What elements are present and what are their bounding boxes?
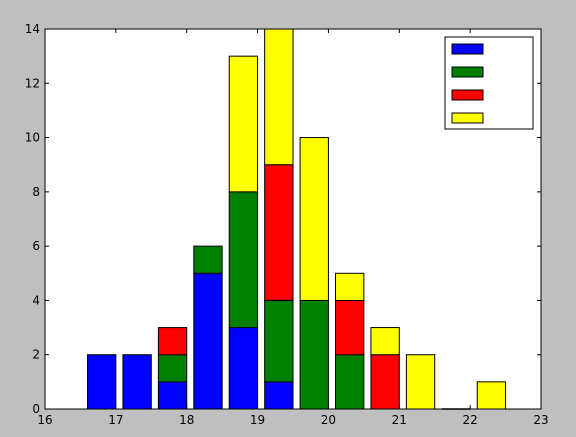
- bar-series-0-x-3: [193, 272, 223, 410]
- x-tick-label: 19: [250, 413, 265, 427]
- y-tick-label: 2: [32, 348, 40, 362]
- bar-series-1-x-5: [264, 299, 294, 383]
- bar-series-3-x-11: [476, 381, 507, 410]
- y-tick-label: 0: [32, 402, 40, 416]
- bar-series-3-x-6: [299, 137, 329, 301]
- x-tick-label: 20: [321, 413, 336, 427]
- bar-series-0-x-1: [122, 354, 152, 410]
- bar-series-0-x-4: [228, 327, 259, 410]
- bar-series-2-x-5: [264, 164, 294, 301]
- y-tick-label: 4: [32, 293, 40, 307]
- y-axis: 0 2 4 6 8 10 12 14: [25, 22, 541, 416]
- bar-series-2-x-7: [335, 299, 365, 356]
- legend-swatch-2: [451, 89, 484, 101]
- x-axis: 16 17 18 19 20 21 22 23: [37, 29, 549, 427]
- bar-series-3-x-9: [405, 354, 436, 410]
- y-tick-label: 10: [25, 131, 40, 145]
- legend: [444, 36, 534, 130]
- x-tick-label: 23: [533, 413, 548, 427]
- bar-series-3-x-8: [370, 327, 400, 356]
- bar-series-0-x-0: [87, 354, 117, 410]
- bar-series-0-x-2: [157, 381, 188, 410]
- y-tick-label: 14: [25, 22, 40, 36]
- legend-swatch-3: [451, 112, 484, 124]
- y-tick-label: 8: [32, 185, 40, 199]
- x-tick-label: 18: [179, 413, 194, 427]
- x-tick-label: 17: [108, 413, 123, 427]
- x-tick-label: 16: [37, 413, 52, 427]
- bar-series-3-x-5: [264, 28, 294, 166]
- bar-series-1-x-6: [299, 299, 329, 410]
- bar-series-1-x-2: [157, 354, 188, 383]
- bar-series-1-x-4: [228, 191, 259, 329]
- bar-series-2-x-8: [370, 354, 400, 410]
- bar-series-1-x-7: [335, 354, 365, 410]
- bars-group: [87, 28, 507, 410]
- bar-series-0-x-5: [264, 381, 294, 410]
- x-tick-label: 21: [392, 413, 407, 427]
- legend-swatch-0: [451, 43, 484, 55]
- y-tick-label: 12: [25, 76, 40, 90]
- bar-series-3-x-7: [335, 272, 365, 301]
- plot-frame: [44, 28, 542, 410]
- legend-swatch-1: [451, 66, 484, 78]
- x-tick-label: 22: [463, 413, 478, 427]
- bar-series-2-x-2: [157, 327, 188, 356]
- bar-series-3-x-4: [228, 55, 259, 193]
- bar-series-1-x-3: [193, 245, 223, 274]
- y-tick-label: 6: [32, 239, 40, 253]
